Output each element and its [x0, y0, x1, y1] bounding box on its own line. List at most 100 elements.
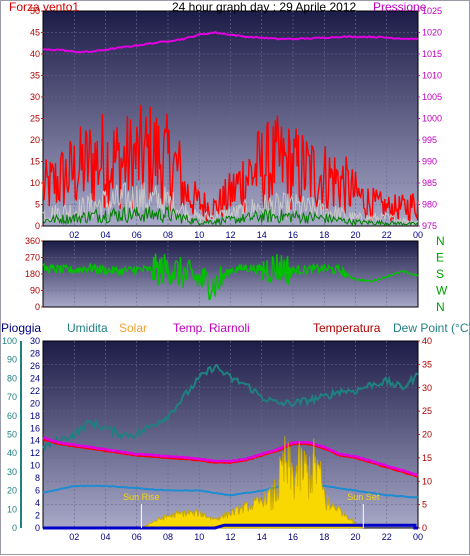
- wind-tick-label: 35: [30, 71, 40, 81]
- wind-max-series: [42, 104, 419, 222]
- rain-tick-label: 80: [7, 373, 17, 383]
- compass-label: W: [436, 284, 448, 298]
- wind-tick-label: 0: [35, 221, 40, 231]
- wind-tick-label: 15: [30, 157, 40, 167]
- x-tick-label: 18: [319, 230, 329, 240]
- page-title: 24 hour graph day : 29 Aprile 2012: [172, 1, 356, 14]
- pressure-tick-label: 1000: [422, 114, 442, 124]
- pressure-tick-label: 980: [422, 200, 437, 210]
- pressure-tick-label: 990: [422, 157, 437, 167]
- wind-label: Forza vento1: [9, 1, 79, 14]
- legend-label: Solar: [119, 321, 147, 335]
- direction-tick-label: 180: [25, 269, 40, 279]
- solar-series: [140, 436, 364, 529]
- humidity-tick-label: 26: [30, 361, 40, 371]
- direction-tick-label: 90: [30, 286, 40, 296]
- x-tick-label: 00: [413, 230, 423, 240]
- humidity-tick-label: 2: [35, 511, 40, 521]
- x-tick-label: 14: [257, 532, 267, 542]
- wind-tick-label: 30: [30, 92, 40, 102]
- wind-tick-label: 45: [30, 28, 40, 38]
- rain-tick-label: 60: [7, 411, 17, 421]
- x-tick-label: 00: [413, 532, 423, 542]
- heat-index-series: [42, 436, 419, 477]
- x-tick-label: 22: [382, 532, 392, 542]
- dew-point-series: [42, 482, 419, 499]
- pressure-tick-label: 1010: [422, 71, 442, 81]
- direction-tick-label: 0: [35, 302, 40, 312]
- direction-tick-label: 360: [25, 236, 40, 246]
- legend-label: Pioggia: [1, 321, 41, 335]
- humidity-tick-label: 18: [30, 411, 40, 421]
- pressure-tick-label: 985: [422, 178, 437, 188]
- wind-tick-label: 10: [30, 178, 40, 188]
- humidity-tick-label: 22: [30, 386, 40, 396]
- humidity-tick-label: 24: [30, 373, 40, 383]
- wind-tick-label: 40: [30, 49, 40, 59]
- wind-tick-label: 20: [30, 135, 40, 145]
- x-tick-label: 02: [69, 532, 79, 542]
- x-tick-label: 04: [100, 230, 110, 240]
- pressure-tick-label: 995: [422, 135, 437, 145]
- temperature-tick-label: 10: [422, 476, 432, 486]
- temperature-tick-label: 25: [422, 406, 432, 416]
- temperature-tick-label: 40: [422, 336, 432, 346]
- temperature-tick-label: 0: [422, 523, 427, 533]
- x-tick-label: 20: [350, 532, 360, 542]
- compass-label: N: [436, 234, 445, 248]
- x-tick-label: 08: [163, 532, 173, 542]
- x-tick-label: 16: [288, 230, 298, 240]
- x-tick-label: 06: [132, 532, 142, 542]
- x-tick-label: 04: [100, 532, 110, 542]
- rain-tick-label: 100: [2, 336, 17, 346]
- compass-label: E: [436, 251, 444, 265]
- pressure-tick-label: 975: [422, 221, 437, 231]
- rain-series: [43, 523, 418, 530]
- x-tick-label: 10: [194, 532, 204, 542]
- pressure-series: [42, 30, 419, 54]
- rain-tick-label: 90: [7, 355, 17, 365]
- x-tick-label: 18: [319, 532, 329, 542]
- wind-tick-label: 5: [35, 200, 40, 210]
- compass-label: N: [436, 300, 445, 314]
- pressure-tick-label: 1020: [422, 28, 442, 38]
- x-tick-label: 10: [194, 230, 204, 240]
- humidity-tick-label: 10: [30, 461, 40, 471]
- x-tick-label: 16: [288, 532, 298, 542]
- compass-label: S: [436, 267, 444, 281]
- temperature-tick-label: 15: [422, 453, 432, 463]
- x-tick-label: 02: [69, 230, 79, 240]
- rain-tick-label: 20: [7, 486, 17, 496]
- legend-label: Dew Point (°C): [393, 321, 470, 335]
- pressure-tick-label: 1015: [422, 49, 442, 59]
- humidity-tick-label: 20: [30, 398, 40, 408]
- temperature-tick-label: 35: [422, 359, 432, 369]
- x-tick-label: 22: [382, 230, 392, 240]
- pressure-label: Pressione: [373, 1, 427, 14]
- legend-label: Temperatura: [313, 321, 381, 335]
- rain-tick-label: 50: [7, 430, 17, 440]
- humidity-tick-label: 0: [35, 523, 40, 533]
- pressure-tick-label: 1005: [422, 92, 442, 102]
- rain-tick-label: 0: [12, 523, 17, 533]
- humidity-tick-label: 4: [35, 498, 40, 508]
- x-tick-label: 12: [225, 532, 235, 542]
- direction-series: [42, 253, 419, 301]
- temperature-tick-label: 5: [422, 500, 427, 510]
- pressure-tick-label: 1025: [422, 6, 442, 16]
- wind-dark-series: [42, 205, 419, 227]
- temperature-tick-label: 20: [422, 430, 432, 440]
- legend-label: Temp. Riarnoli: [173, 321, 250, 335]
- temperature-tick-label: 30: [422, 383, 432, 393]
- legend-label: Umidita: [67, 321, 108, 335]
- sun-annotation: Sun Rise: [123, 492, 160, 502]
- x-tick-label: 06: [132, 230, 142, 240]
- wind-tick-label: 25: [30, 114, 40, 124]
- humidity-tick-label: 14: [30, 436, 40, 446]
- rain-tick-label: 30: [7, 467, 17, 477]
- humidity-tick-label: 28: [30, 348, 40, 358]
- rain-tick-label: 70: [7, 392, 17, 402]
- rain-tick-label: 10: [7, 504, 17, 514]
